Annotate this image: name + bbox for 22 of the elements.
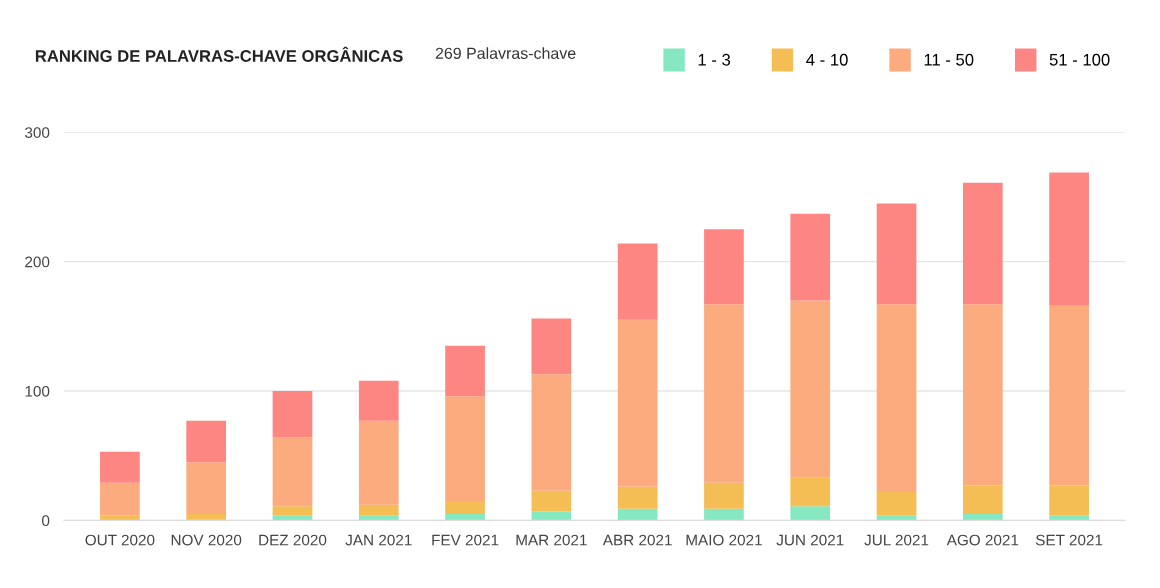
- x-tick-label: NOV 2020: [171, 534, 242, 546]
- legend-label: 51 - 100: [1049, 53, 1110, 66]
- chart-title: RANKING DE PALAVRAS-CHAVE ORGÂNICAS: [35, 46, 403, 62]
- x-tick-label: MAR 2021: [516, 534, 587, 546]
- legend-label: 11 - 50: [924, 53, 974, 66]
- y-tick-label: 200: [25, 256, 50, 268]
- x-tick-label: DEZ 2020: [259, 534, 327, 546]
- chart-subtitle: 269 Palavras-chave: [435, 47, 576, 59]
- y-tick-label: 0: [42, 515, 50, 527]
- legend-label: 4 - 10: [806, 53, 848, 66]
- x-tick-label: SET 2021: [1035, 534, 1103, 546]
- x-tick-label: JUN 2021: [776, 534, 844, 546]
- x-tick-label: OUT 2020: [85, 534, 155, 546]
- x-tick-label: JAN 2021: [345, 534, 412, 546]
- x-tick-label: ABR 2021: [602, 534, 672, 546]
- x-tick-label: JUL 2021: [864, 534, 929, 546]
- y-tick-label: 100: [25, 385, 50, 397]
- legend-label: 1 - 3: [698, 53, 731, 66]
- x-tick-label: AGO 2021: [946, 534, 1019, 546]
- x-tick-label: MAIO 2021: [686, 534, 762, 546]
- x-tick-label: FEV 2021: [432, 534, 499, 546]
- y-tick-label: 300: [25, 127, 50, 138]
